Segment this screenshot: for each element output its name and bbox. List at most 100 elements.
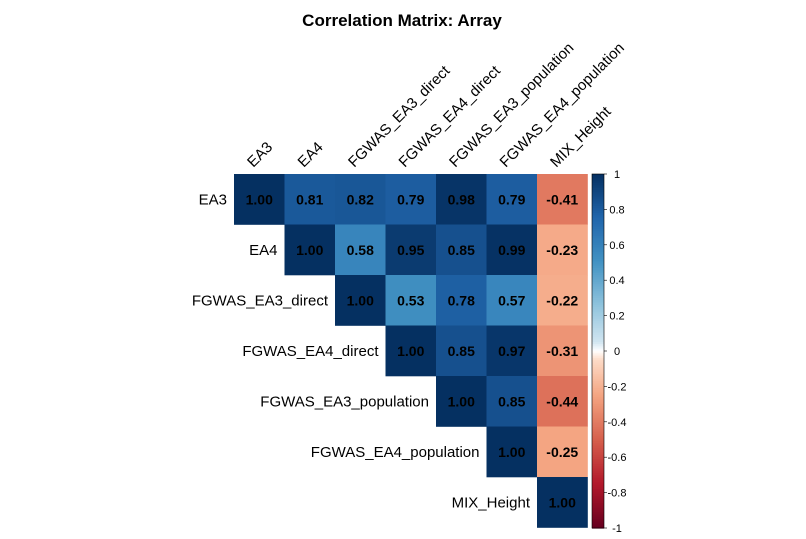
- colorbar-segment: [592, 432, 604, 435]
- cell-3-4: [436, 325, 487, 377]
- colorbar-segment: [592, 441, 604, 444]
- colorbar-segment: [592, 306, 604, 310]
- colorbar-tick-label: -0.6: [608, 452, 627, 464]
- colorbar-segment: [592, 382, 604, 386]
- cell-3-3: [385, 325, 437, 377]
- cell-1-5: [486, 224, 538, 276]
- colorbar-segment: [592, 221, 604, 225]
- colorbar-segment: [592, 308, 604, 311]
- colorbar-segment: [592, 188, 604, 191]
- colorbar-segment: [592, 460, 604, 464]
- colorbar-segment: [592, 223, 604, 226]
- colorbar-segment: [592, 480, 604, 483]
- colorbar-segment: [592, 179, 604, 182]
- colorbar-segment: [592, 244, 604, 248]
- colorbar-segment: [592, 381, 604, 384]
- colorbar-segment: [592, 253, 604, 257]
- cell-value-0-0: 1.00: [246, 191, 273, 207]
- colorbar-segment: [592, 216, 604, 219]
- colorbar-segment: [592, 508, 604, 511]
- colorbar-segment: [592, 349, 604, 352]
- cell-2-5: [486, 275, 538, 326]
- cell-value-1-5: 0.99: [498, 242, 525, 258]
- colorbar-segment: [592, 343, 604, 347]
- colorbar-tick-label: -0.8: [608, 488, 627, 500]
- cell-value-2-6: -0.22: [546, 292, 578, 308]
- cell-5-5: [486, 426, 538, 478]
- colorbar-segment: [592, 374, 604, 377]
- colorbar-segment: [592, 352, 604, 356]
- colorbar-segment: [592, 220, 604, 223]
- cell-1-3: [385, 224, 437, 276]
- row-label: FGWAS_EA3_direct: [192, 292, 329, 309]
- colorbar-segment: [592, 359, 604, 363]
- colorbar-segment: [592, 317, 604, 320]
- colorbar-segment: [592, 487, 604, 490]
- heatmap-cells: 1.00 0.81 0.82 0.79 0.98 0.79 -0.41 1.00 0.58 0.9…: [234, 174, 588, 528]
- colorbar-segment: [592, 248, 604, 251]
- colorbar-segment: [592, 258, 604, 262]
- colorbar-segment: [592, 466, 604, 469]
- colorbar-segment: [592, 464, 604, 467]
- colorbar-segment: [592, 345, 604, 349]
- colorbar-segment: [592, 274, 604, 278]
- colorbar-segment: [592, 494, 604, 497]
- colorbar-segment: [592, 379, 604, 382]
- cell-0-1: [284, 174, 336, 225]
- colorbar-segment: [592, 510, 604, 513]
- colorbar-segment: [592, 506, 604, 510]
- colorbar-segment: [592, 430, 604, 434]
- colorbar-segment: [592, 197, 604, 200]
- colorbar-segment: [592, 200, 604, 203]
- colorbar-segment: [592, 278, 604, 281]
- colorbar-segment: [592, 319, 604, 322]
- colorbar-segment: [592, 375, 604, 379]
- colorbar-segment: [592, 522, 604, 526]
- cell-value-1-3: 0.95: [397, 242, 424, 258]
- colorbar-segment: [592, 439, 604, 442]
- cell-value-1-2: 0.58: [347, 242, 374, 258]
- colorbar-segment: [592, 267, 604, 271]
- cell-value-0-3: 0.79: [397, 191, 424, 207]
- colorbar-segment: [592, 448, 604, 451]
- colorbar-tick-label: -0.2: [608, 381, 627, 393]
- row-label: EA4: [249, 242, 277, 259]
- colorbar-segment: [592, 497, 604, 501]
- cell-value-0-6: -0.41: [546, 191, 578, 207]
- colorbar-segment: [592, 421, 604, 425]
- colorbar-segment: [592, 485, 604, 488]
- cell-value-4-4: 1.00: [448, 393, 475, 409]
- colorbar-segment: [592, 175, 604, 179]
- colorbar-segment: [592, 423, 604, 426]
- colorbar-segment: [592, 492, 604, 495]
- colorbar-segment: [592, 177, 604, 180]
- row-labels: EA3 EA4 FGWAS_EA3_direct FGWAS_EA4_direct FG…: [192, 191, 531, 511]
- colorbar-segment: [592, 462, 604, 465]
- colorbar-segment: [592, 313, 604, 317]
- colorbar-segment: [592, 481, 604, 485]
- cell-5-6: [537, 426, 588, 478]
- colorbar-segment: [592, 420, 604, 423]
- colorbar-segment: [592, 214, 604, 218]
- colorbar-segment: [592, 211, 604, 214]
- cell-0-5: [486, 174, 538, 225]
- colorbar-segment: [592, 474, 604, 478]
- colorbar-segment: [592, 499, 604, 503]
- cell-value-0-1: 0.81: [296, 191, 323, 207]
- column-labels: EA3 EA4 FGWAS_EA3_directFGWAS_EA4_directFG…: [244, 40, 628, 171]
- colorbar-segment: [592, 489, 604, 492]
- colorbar-segment: [592, 225, 604, 228]
- colorbar-segment: [592, 515, 604, 518]
- colorbar-segment: [592, 471, 604, 474]
- colorbar-segment: [592, 372, 604, 375]
- colorbar-segment: [592, 202, 604, 205]
- colorbar-segment: [592, 386, 604, 389]
- colorbar-segment: [592, 404, 604, 407]
- colorbar-segment: [592, 402, 604, 405]
- colorbar-segment: [592, 204, 604, 207]
- colorbar-segment: [592, 257, 604, 260]
- colorbar-segment: [592, 280, 604, 283]
- colorbar-segment: [592, 297, 604, 301]
- colorbar-segment: [592, 473, 604, 476]
- colorbar-segment: [592, 234, 604, 237]
